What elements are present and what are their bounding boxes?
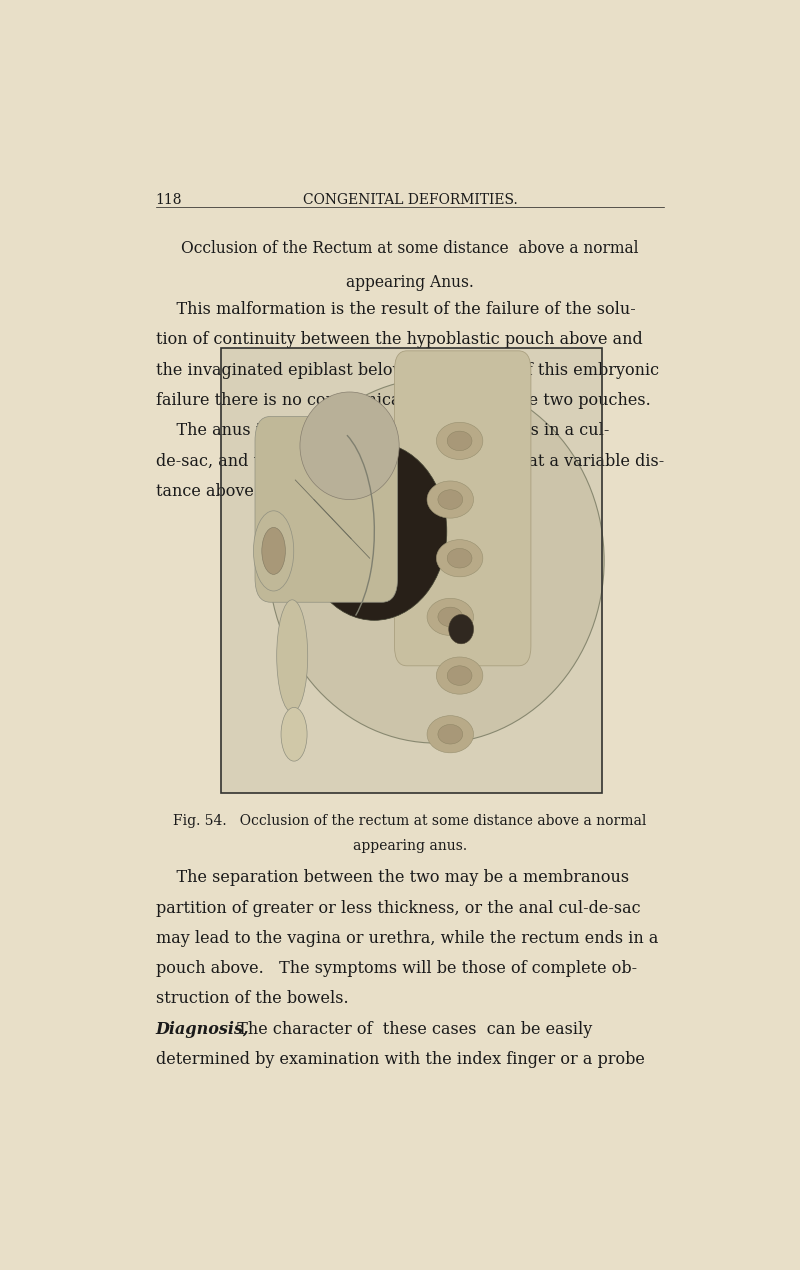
Ellipse shape — [427, 716, 474, 753]
Ellipse shape — [436, 540, 483, 577]
Text: Diagnosis,: Diagnosis, — [156, 1021, 250, 1038]
Ellipse shape — [427, 598, 474, 635]
Text: struction of the bowels.: struction of the bowels. — [156, 991, 349, 1007]
Ellipse shape — [436, 657, 483, 695]
Text: Occlusion of the Rectum at some distance  above a normal: Occlusion of the Rectum at some distance… — [182, 240, 638, 258]
Ellipse shape — [447, 665, 472, 686]
Ellipse shape — [447, 549, 472, 568]
Ellipse shape — [438, 724, 462, 744]
Text: failure there is no communication between the two pouches.: failure there is no communication betwee… — [156, 392, 650, 409]
Ellipse shape — [447, 431, 472, 451]
Text: the invaginated epiblast below.   As a result of this embryonic: the invaginated epiblast below. As a res… — [156, 362, 659, 378]
Ellipse shape — [262, 527, 286, 574]
Ellipse shape — [449, 615, 474, 644]
Text: determined by examination with the index finger or a probe: determined by examination with the index… — [156, 1052, 645, 1068]
Text: appearing anus.: appearing anus. — [353, 839, 467, 853]
Bar — [221, 348, 602, 792]
Text: The separation between the two may be a membranous: The separation between the two may be a … — [156, 869, 629, 886]
Ellipse shape — [438, 607, 462, 626]
Ellipse shape — [269, 378, 604, 743]
Text: tion of continuity between the hypoblastic pouch above and: tion of continuity between the hypoblast… — [156, 331, 642, 348]
Text: may lead to the vagina or urethra, while the rectum ends in a: may lead to the vagina or urethra, while… — [156, 930, 658, 947]
FancyBboxPatch shape — [255, 417, 398, 602]
Bar — [221, 348, 602, 792]
Text: tance above this point.: tance above this point. — [156, 483, 341, 500]
Text: Fig. 54.   Occlusion of the rectum at some distance above a normal: Fig. 54. Occlusion of the rectum at some… — [174, 814, 646, 828]
Text: partition of greater or less thickness, or the anal cul-de-sac: partition of greater or less thickness, … — [156, 899, 641, 917]
Text: de-sac, and the rectum ends in a blind pouch at a variable dis-: de-sac, and the rectum ends in a blind p… — [156, 452, 664, 470]
Ellipse shape — [300, 392, 399, 499]
Text: appearing Anus.: appearing Anus. — [346, 273, 474, 291]
Ellipse shape — [254, 511, 294, 591]
Ellipse shape — [436, 423, 483, 460]
Text: pouch above.   The symptoms will be those of complete ob-: pouch above. The symptoms will be those … — [156, 960, 637, 977]
Text: CONGENITAL DEFORMITIES.: CONGENITAL DEFORMITIES. — [302, 193, 518, 207]
Ellipse shape — [281, 707, 307, 761]
Ellipse shape — [438, 490, 462, 509]
Text: 118: 118 — [156, 193, 182, 207]
Ellipse shape — [277, 599, 308, 712]
Ellipse shape — [427, 481, 474, 518]
Text: The character of  these cases  can be easily: The character of these cases can be easi… — [227, 1021, 592, 1038]
Text: The anus is normal in  appearance, but ends in a cul-: The anus is normal in appearance, but en… — [156, 423, 609, 439]
FancyBboxPatch shape — [394, 351, 531, 665]
Text: This malformation is the result of the failure of the solu-: This malformation is the result of the f… — [156, 301, 635, 318]
Ellipse shape — [302, 442, 446, 620]
